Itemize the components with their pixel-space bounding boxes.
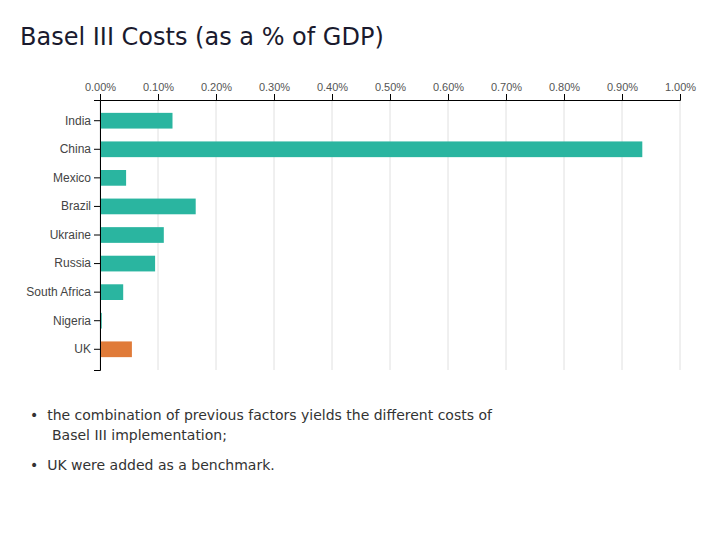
- y-tick: Russia: [54, 256, 100, 270]
- x-tick-label: 0.40%: [317, 81, 348, 93]
- y-tick: Brazil: [61, 199, 100, 213]
- bars: [100, 113, 642, 357]
- y-axis-line: [94, 101, 101, 371]
- y-tick: Mexico: [53, 171, 100, 185]
- x-tick-mark: [216, 94, 217, 100]
- y-tick-mark: [94, 120, 100, 121]
- x-tick-label: 1.00%: [665, 81, 696, 93]
- x-tick: 1.00%: [665, 81, 696, 100]
- grid-line: [274, 100, 275, 370]
- x-tick-mark: [332, 94, 333, 100]
- x-axis-line: [101, 94, 681, 101]
- grid-line: [680, 100, 681, 370]
- x-tick-label: 0.00%: [85, 81, 116, 93]
- x-tick: 0.00%: [85, 81, 116, 100]
- bar: [100, 227, 164, 243]
- x-tick-label: 0.80%: [549, 81, 580, 93]
- grid-line: [622, 100, 623, 370]
- x-tick-mark: [506, 94, 507, 100]
- bar: [100, 199, 196, 215]
- annotation: Basel III implementation;: [52, 427, 227, 443]
- y-tick-label: India: [65, 114, 91, 128]
- y-tick-label: Russia: [54, 256, 91, 270]
- grid: [100, 100, 680, 370]
- bar: [100, 256, 155, 272]
- y-tick: Ukraine: [50, 228, 100, 242]
- grid-line: [390, 100, 391, 370]
- y-tick-mark: [94, 177, 100, 178]
- bar: [100, 284, 123, 300]
- chart: Basel III Costs (as a % of GDP) 0.00% 0.10…: [0, 0, 720, 540]
- bar: [100, 170, 126, 186]
- y-tick-mark: [94, 206, 100, 207]
- y-tick-label: UK: [74, 342, 91, 356]
- x-tick-mark: [448, 94, 449, 100]
- grid-line: [448, 100, 449, 370]
- x-tick: 0.90%: [607, 81, 638, 100]
- x-tick: 0.20%: [201, 81, 232, 100]
- x-tick: 0.60%: [433, 81, 464, 100]
- grid-line: [332, 100, 333, 370]
- annotation: • UK were added as a benchmark.: [30, 457, 275, 473]
- grid-line: [564, 100, 565, 370]
- bar: [100, 113, 173, 129]
- x-tick: 0.40%: [317, 81, 348, 100]
- x-tick: 0.10%: [143, 81, 174, 100]
- title: Basel III Costs (as a % of GDP): [20, 23, 384, 51]
- y-tick: UK: [74, 342, 100, 356]
- y-tick: South Africa: [26, 285, 100, 299]
- x-tick-mark: [274, 94, 275, 100]
- x-tick: 0.80%: [549, 81, 580, 100]
- x-tick-label: 0.20%: [201, 81, 232, 93]
- bar: [100, 141, 642, 157]
- x-tick: 0.70%: [491, 81, 522, 100]
- y-tick: China: [60, 142, 100, 156]
- plot: 0.00% 0.10% 0.20% 0.30% 0.40% 0.50% 0.60% 0.70%…: [26, 81, 696, 371]
- x-tick-mark: [390, 94, 391, 100]
- x-tick: 0.30%: [259, 81, 290, 100]
- grid-line: [216, 100, 217, 370]
- y-tick-mark: [94, 320, 100, 321]
- y-tick-mark: [94, 349, 100, 350]
- x-tick-label: 0.50%: [375, 81, 406, 93]
- y-tick-label: Mexico: [53, 171, 91, 185]
- x-tick-mark: [680, 94, 681, 100]
- x-tick-label: 0.30%: [259, 81, 290, 93]
- x-tick-label: 0.10%: [143, 81, 174, 93]
- x-tick: 0.50%: [375, 81, 406, 100]
- y-tick-mark: [94, 292, 100, 293]
- y-tick-label: Brazil: [61, 199, 91, 213]
- y-tick-label: Ukraine: [50, 228, 92, 242]
- x-tick-mark: [100, 94, 101, 100]
- x-tick-mark: [622, 94, 623, 100]
- x-tick-mark: [564, 94, 565, 100]
- y-tick-mark: [94, 263, 100, 264]
- x-tick-label: 0.70%: [491, 81, 522, 93]
- y-tick: Nigeria: [53, 314, 100, 328]
- x-axis: 0.00% 0.10% 0.20% 0.30% 0.40% 0.50% 0.60% 0.70%…: [85, 81, 696, 101]
- y-tick-mark: [94, 149, 100, 150]
- y-tick-label: South Africa: [26, 285, 91, 299]
- y-axis: India China Mexico Brazil Ukraine Russia South…: [26, 101, 100, 371]
- y-tick-mark: [94, 235, 100, 236]
- annotation: • the combination of previous factors yi…: [30, 407, 493, 423]
- grid-line: [506, 100, 507, 370]
- x-tick-label: 0.90%: [607, 81, 638, 93]
- y-tick-label: China: [60, 142, 92, 156]
- x-tick-label: 0.60%: [433, 81, 464, 93]
- x-tick-mark: [158, 94, 159, 100]
- y-tick-label: Nigeria: [53, 314, 91, 328]
- bar: [100, 341, 132, 357]
- y-tick: India: [65, 114, 100, 128]
